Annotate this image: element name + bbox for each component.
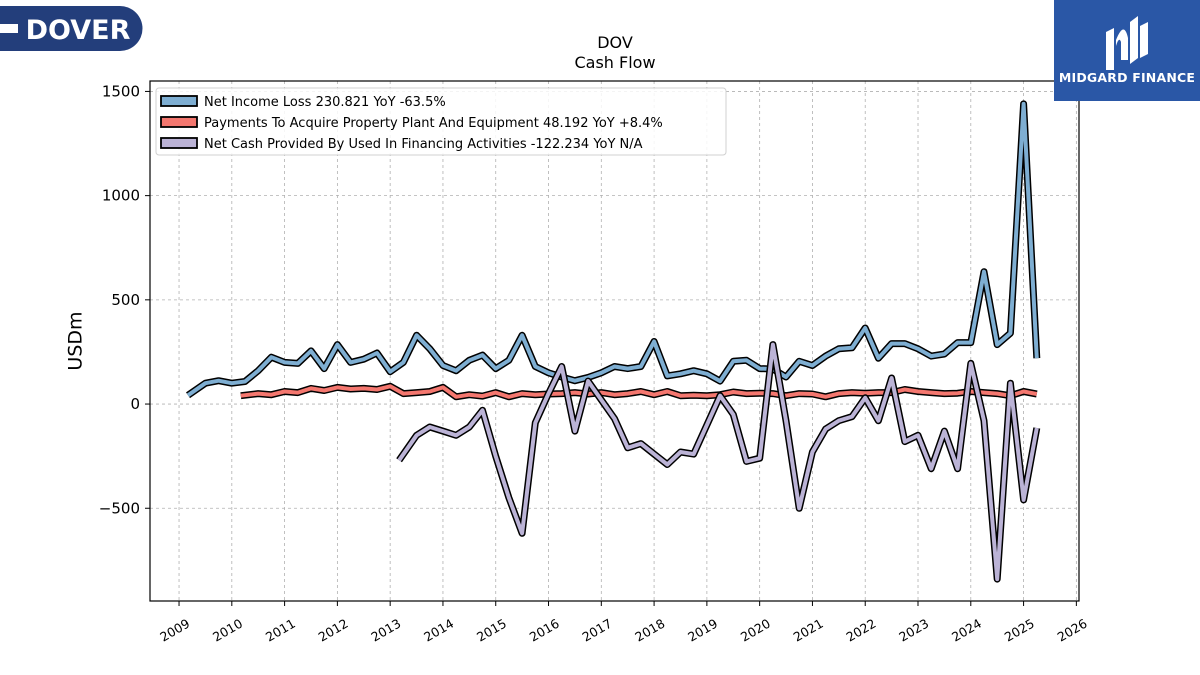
chart-subtitle: Cash Flow [574, 53, 655, 72]
y-tick-label: 1000 [102, 187, 140, 205]
y-tick-label: 0 [130, 395, 140, 413]
x-tick-label: 2013 [368, 616, 403, 645]
x-tick-label: 2009 [157, 616, 192, 645]
x-tick-label: 2023 [896, 616, 931, 645]
series-2-line [240, 384, 1038, 399]
y-tick-label: −500 [99, 499, 140, 517]
legend-entry-1: Net Income Loss 230.821 YoY -63.5% [204, 95, 446, 110]
y-axis: 1500 1000 500 0 −500 [99, 82, 150, 517]
legend-entry-3: Net Cash Provided By Used In Financing A… [204, 137, 643, 152]
series-3-line [397, 342, 1039, 582]
chart-title: DOV [597, 33, 633, 52]
x-tick-label: 2011 [263, 616, 298, 645]
grid-layer [150, 81, 1079, 601]
midgard-mark-icon [1106, 16, 1148, 70]
x-tick-label: 2024 [949, 616, 984, 645]
y-tick-label: 500 [111, 291, 140, 309]
x-tick-label: 2025 [1002, 616, 1037, 645]
x-tick-label: 2019 [685, 616, 720, 645]
x-tick-label: 2022 [843, 616, 878, 645]
y-axis-label: USDm [65, 311, 87, 370]
plot-frame [149, 80, 1080, 602]
legend-entry-2: Payments To Acquire Property Plant And E… [204, 116, 663, 131]
legend-box [155, 87, 727, 156]
x-tick-label: 2018 [632, 616, 667, 645]
x-tick-label: 2014 [421, 616, 456, 645]
legend-swatch [160, 95, 198, 107]
x-tick-label: 2012 [316, 616, 351, 645]
y-tick-label: 1500 [102, 82, 140, 100]
x-tick-label: 2010 [210, 616, 245, 645]
x-tick-label: 2015 [474, 616, 509, 645]
x-tick-label: 2020 [738, 616, 773, 645]
x-tick-label: 2026 [1055, 616, 1090, 645]
midgard-finance-logo: MIDGARD FINANCE [1054, 0, 1200, 101]
series-layer [186, 100, 1041, 583]
legend: Net Income Loss 230.821 YoY -63.5% Paymen… [155, 87, 727, 156]
midgard-finance-logo-text: MIDGARD FINANCE [1058, 70, 1196, 85]
x-tick-label: 2021 [791, 616, 826, 645]
series-1-line [186, 101, 1039, 397]
x-axis: 2009 2010 2011 2012 2013 2014 2015 2016 2017 2018… [157, 601, 1090, 645]
x-tick-label: 2016 [527, 616, 562, 645]
x-tick-label: 2017 [580, 616, 615, 645]
legend-swatch [160, 116, 198, 128]
dover-logo-text: DOVER [26, 15, 131, 46]
dover-logo: DOVER [0, 6, 143, 51]
legend-swatch [160, 137, 198, 149]
